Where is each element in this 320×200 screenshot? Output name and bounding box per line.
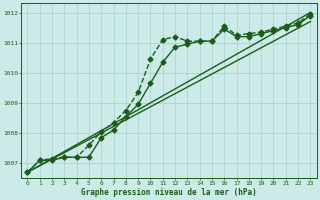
X-axis label: Graphe pression niveau de la mer (hPa): Graphe pression niveau de la mer (hPa) [81, 188, 257, 197]
